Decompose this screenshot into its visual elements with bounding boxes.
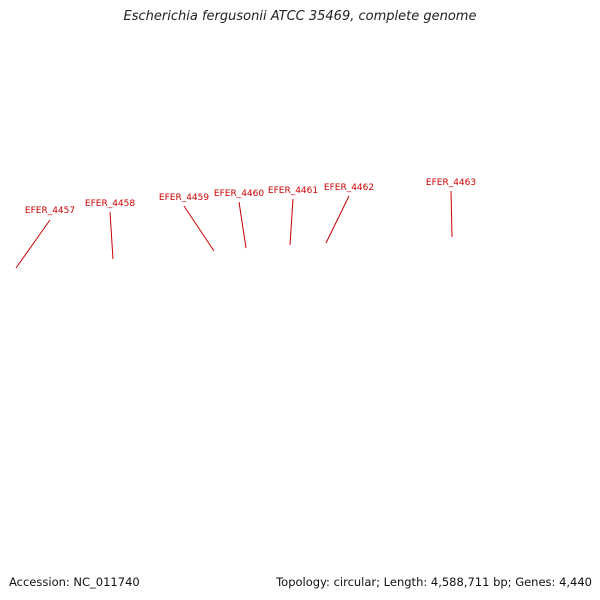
leader-layer [15,190,453,269]
gene-leader-line [289,198,294,246]
genome-summary-text: Topology: circular; Length: 4,588,711 bp… [276,575,592,589]
gene-leader-line [325,195,350,244]
gene-leader-line [238,201,247,249]
gene-label: EFER_4459 [159,193,209,203]
gene-leader-line [450,190,453,238]
gene-label: EFER_4462 [324,183,374,193]
gene-label: EFER_4463 [426,178,476,188]
gene-leader-line [109,211,114,260]
accession-text: Accession: NC_011740 [9,575,140,589]
gene-label: EFER_4457 [25,206,75,216]
label-layer: EFER_4457 EFER_4458 EFER_4459 EFER_4460 EFER… [25,178,476,216]
gene-label: EFER_4461 [268,186,318,196]
gene-label: EFER_4458 [85,199,135,209]
gene-leader-line [183,205,215,252]
gene-label: EFER_4460 [214,189,264,199]
gene-leader-line [15,219,51,269]
genome-title: Escherichia fergusonii ATCC 35469, compl… [123,9,477,24]
